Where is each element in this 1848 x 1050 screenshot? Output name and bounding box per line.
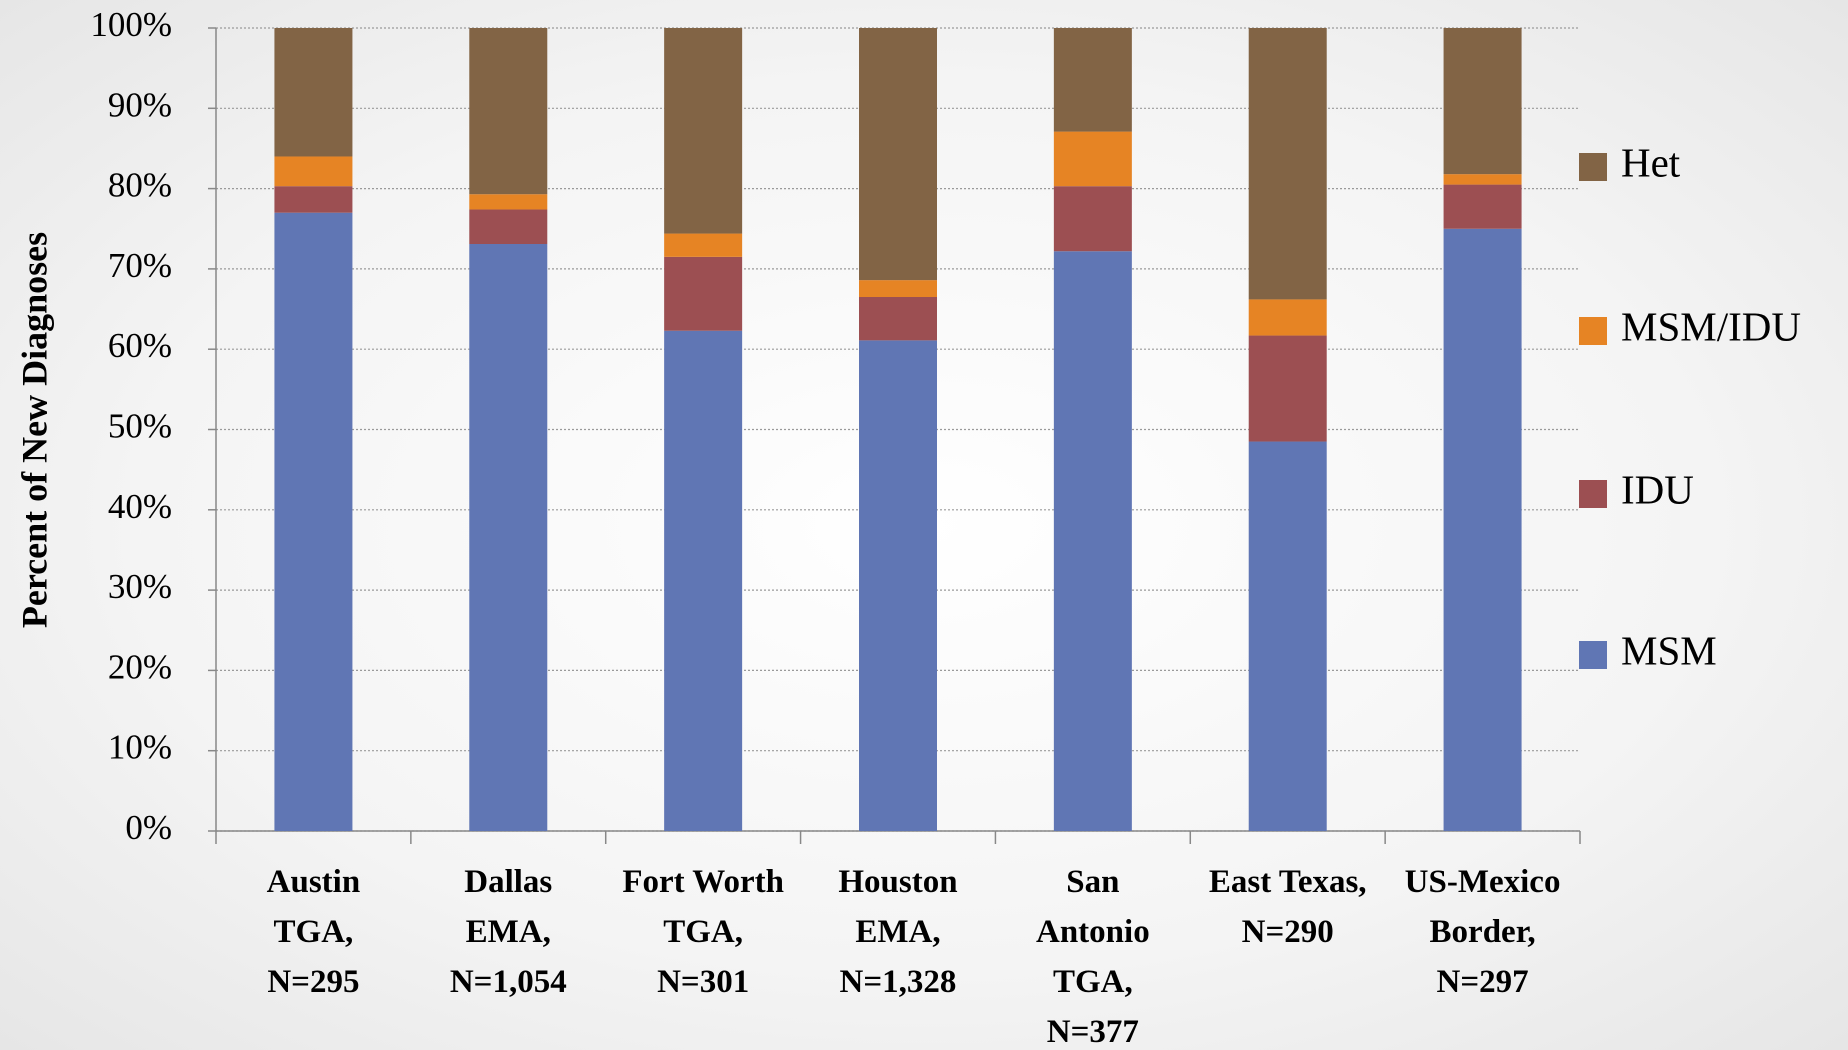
x-tick-label: Dallas EMA, N=1,054 xyxy=(450,864,567,1000)
bar-segment xyxy=(1053,251,1132,831)
y-tick-label: 40% xyxy=(108,487,172,526)
bar-segment xyxy=(274,212,353,831)
y-tick-label: 60% xyxy=(108,326,172,365)
legend-label: MSM xyxy=(1621,627,1717,673)
x-tick-label-line: Houston xyxy=(838,864,957,900)
bar-segment xyxy=(664,28,743,234)
x-tick-label-line: Fort Worth xyxy=(622,864,784,900)
x-tick-label-line: Antonio xyxy=(1036,914,1150,950)
y-tick-label: 80% xyxy=(108,166,172,205)
y-tick-label: 0% xyxy=(125,808,172,847)
x-tick-label-line: EMA, xyxy=(466,914,551,950)
legend-label: IDU xyxy=(1621,466,1694,512)
x-tick-label: US-Mexico Border, N=297 xyxy=(1405,864,1561,1000)
x-tick-label-line: N=377 xyxy=(1047,1014,1139,1050)
x-tick-label: Austin TGA, N=295 xyxy=(267,864,361,1000)
legend-swatch xyxy=(1579,641,1607,669)
legend-swatch xyxy=(1579,153,1607,181)
x-tick-label-line: TGA, xyxy=(274,914,354,950)
x-tick-label-line: EMA, xyxy=(855,914,940,950)
bar-segment xyxy=(1443,184,1522,229)
x-tick-label-line: N=297 xyxy=(1437,964,1529,1000)
x-tick-label-line: N=295 xyxy=(267,964,359,1000)
legend-swatch xyxy=(1579,317,1607,345)
y-tick-label: 70% xyxy=(108,246,172,285)
bar-segment xyxy=(859,280,937,298)
bar-segment xyxy=(1443,174,1522,185)
y-tick-label: 100% xyxy=(90,5,172,44)
legend-swatch xyxy=(1579,480,1607,508)
bar-segment xyxy=(1443,228,1522,831)
x-tick-label-line: Border, xyxy=(1430,914,1536,950)
bar-segment xyxy=(859,340,937,831)
x-tick-label: East Texas, N=290 xyxy=(1209,864,1367,950)
x-tick-label-line: US-Mexico xyxy=(1405,864,1561,900)
y-axis-title: Percent of New Diagnoses xyxy=(14,232,54,628)
bar-segment xyxy=(664,256,743,331)
x-tick-label-line: East Texas, xyxy=(1209,864,1367,900)
bar-segment xyxy=(469,244,548,831)
bar-segment xyxy=(859,297,937,341)
x-tick-label-line: San xyxy=(1066,864,1119,900)
bar-segment xyxy=(469,209,548,245)
bar-segment xyxy=(1443,28,1522,175)
bar-segment xyxy=(274,28,353,157)
x-tick-label-line: TGA, xyxy=(1053,964,1133,1000)
bar-segment xyxy=(1248,441,1327,831)
bar-segment xyxy=(664,233,743,257)
bar-segment xyxy=(859,28,937,281)
x-tick-label-line: Dallas xyxy=(464,864,552,900)
y-tick-label: 30% xyxy=(108,567,172,606)
y-tick-label: 20% xyxy=(108,647,172,686)
x-tick-label-line: N=301 xyxy=(657,964,749,1000)
bar-segment xyxy=(1248,299,1327,336)
bar-segment xyxy=(1053,186,1132,252)
y-tick-label: 10% xyxy=(108,728,172,767)
legend-label: MSM/IDU xyxy=(1621,303,1801,349)
x-tick-label-line: N=1,054 xyxy=(450,964,567,1000)
y-tick-label: 90% xyxy=(108,85,172,124)
bar-segment xyxy=(469,194,548,210)
x-tick-label: Fort Worth TGA, N=301 xyxy=(622,864,784,1000)
bar-segment xyxy=(469,28,548,195)
x-tick-label-line: N=1,328 xyxy=(840,964,957,1000)
bar-segment xyxy=(1053,131,1132,187)
legend-label: Het xyxy=(1621,139,1681,185)
y-tick-label: 50% xyxy=(108,407,172,446)
x-tick-label-line: TGA, xyxy=(663,914,743,950)
x-tick-label: San Antonio TGA, N=377 xyxy=(1036,864,1150,1050)
bar-segment xyxy=(1053,28,1132,132)
bar-segment xyxy=(274,186,353,213)
bar-segment xyxy=(1248,335,1327,442)
x-tick-label: Houston EMA, N=1,328 xyxy=(838,864,957,1000)
bar-segment xyxy=(664,330,743,831)
bar-segment xyxy=(274,156,353,187)
bar-segment xyxy=(1248,28,1327,300)
x-tick-label-line: N=290 xyxy=(1242,914,1334,950)
x-tick-label-line: Austin xyxy=(267,864,361,900)
